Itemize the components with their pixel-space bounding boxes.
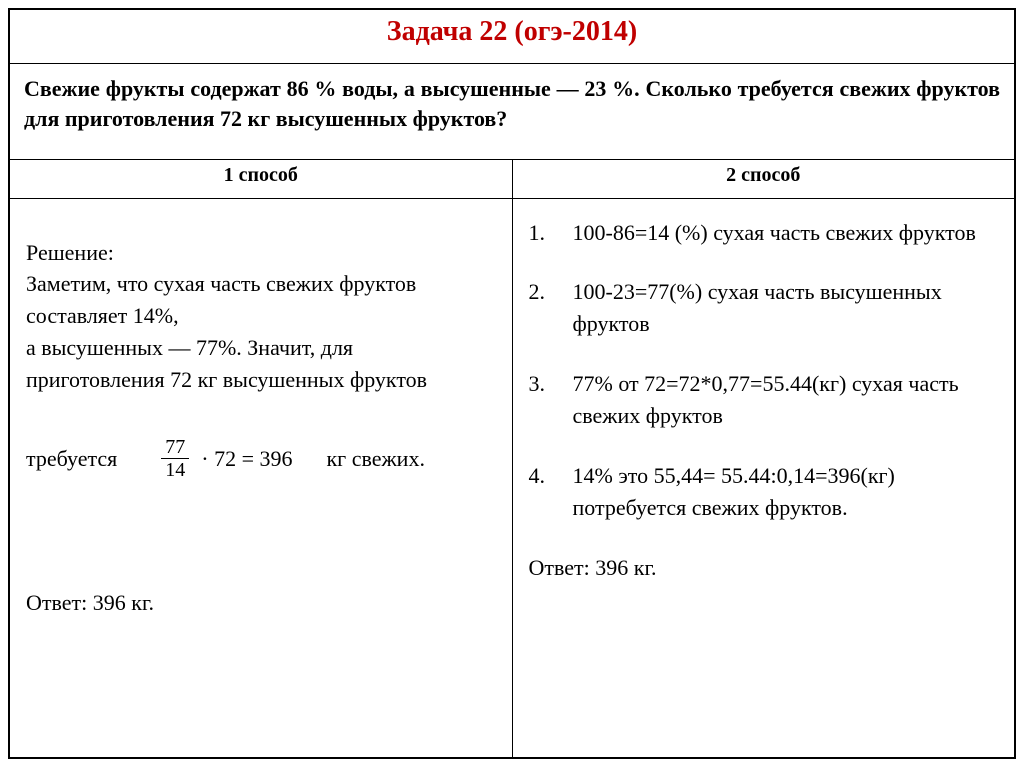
title-text: Задача 22 (огэ-2014) [387,16,637,47]
right-steps: 100-86=14 (%) сухая часть свежих фруктов… [529,217,999,524]
right-step4: 14% это 55,44= 55.44:0,14=396(кг) потреб… [529,460,999,524]
frac-num: 77 [161,436,189,459]
right-step3: 77% от 72=72*0,77=55.44(кг) сухая часть … [529,368,999,432]
title-cell: Задача 22 (огэ-2014) [9,9,1015,63]
left-answer: Ответ: 396 кг. [26,587,496,619]
frac-eq: · 72 = 396 [201,443,292,475]
left-line2: Заметим, что сухая часть свежих фруктов … [26,268,496,332]
method1-header: 1 способ [9,160,512,198]
right-step2: 100-23=77(%) сухая часть высушенных фрук… [529,276,999,340]
left-line1: Решение: [26,237,496,269]
left-formula: требуется 77 14 · 72 = 396 кг свежих. [26,436,496,481]
fraction: 77 14 [161,436,189,481]
solution-left: Решение: Заметим, что сухая часть свежих… [9,198,512,758]
right-step1: 100-86=14 (%) сухая часть свежих фруктов [529,217,999,249]
right-answer: Ответ: 396 кг. [529,552,999,584]
method2-label: 2 способ [726,164,800,186]
left-tail: кг свежих. [326,443,424,475]
question-text: Свежие фрукты содержат 86 % воды, а высу… [24,76,1000,131]
method2-header: 2 способ [512,160,1015,198]
question-cell: Свежие фрукты содержат 86 % воды, а высу… [9,63,1015,159]
left-line3: а высушенных — 77%. Значит, для приготов… [26,332,496,396]
solution-right: 100-86=14 (%) сухая часть свежих фруктов… [512,198,1015,758]
method1-label: 1 способ [224,164,298,186]
problem-table: Задача 22 (огэ-2014) Свежие фрукты содер… [8,8,1016,759]
left-req: требуется [26,443,117,475]
frac-den: 14 [161,459,189,481]
